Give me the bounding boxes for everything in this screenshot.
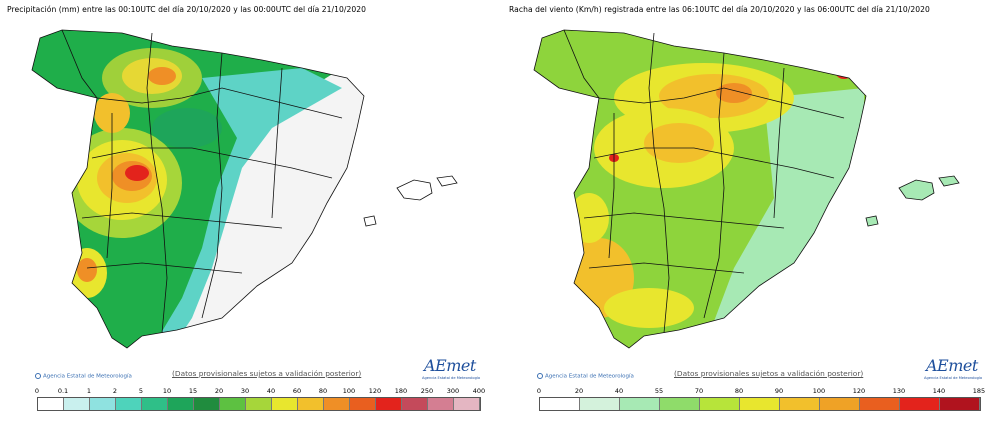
legend-tick-label: 5 <box>138 387 144 395</box>
legend-color-swatch <box>168 398 194 410</box>
legend-tick-label: 300 <box>446 387 460 395</box>
legend-color-swatch <box>298 398 324 410</box>
legend-color-swatch <box>220 398 246 410</box>
legend-tick-label: 15 <box>188 387 198 395</box>
legend-color-swatch <box>38 398 64 410</box>
legend-tick-label: 0 <box>34 387 40 395</box>
legend-color-swatch <box>540 398 580 410</box>
legend-tick-label: 0 <box>536 387 542 395</box>
legend-tick-label: 120 <box>852 387 866 395</box>
legend-color-swatch <box>428 398 454 410</box>
legend-color-swatch <box>940 398 980 410</box>
legend-color-swatch <box>454 398 480 410</box>
legend-tick-label: 40 <box>266 387 276 395</box>
legend-color-swatch <box>580 398 620 410</box>
legend-tick-label: 0.1 <box>57 387 69 395</box>
legend-color-swatch <box>376 398 402 410</box>
legend-tick-label: 400 <box>472 387 486 395</box>
provisional-data-note: (Datos provisionales sujetos a validació… <box>674 369 864 378</box>
legend-color-swatch <box>90 398 116 410</box>
legend-tick-label: 20 <box>574 387 584 395</box>
legend-tick-label: 100 <box>812 387 826 395</box>
legend-color-swatch <box>860 398 900 410</box>
legend-tick-label: 120 <box>368 387 382 395</box>
legend-tick-label: 185 <box>972 387 986 395</box>
legend-tick-label: 30 <box>240 387 250 395</box>
legend-color-swatch <box>660 398 700 410</box>
legend-tick-label: 130 <box>892 387 906 395</box>
legend-tick-label: 70 <box>694 387 704 395</box>
legend-tick-label: 100 <box>342 387 356 395</box>
legend-tick-label: 2 <box>112 387 118 395</box>
legend-color-swatch <box>740 398 780 410</box>
legend-tick-label: 60 <box>292 387 302 395</box>
aemet-logo: AEmet Agencia Estatal de Meteorología <box>422 356 481 380</box>
legend-tick-label: 80 <box>318 387 328 395</box>
agency-emblem-icon <box>537 373 543 379</box>
legend-tick-label: 180 <box>394 387 408 395</box>
legend-color-swatch <box>820 398 860 410</box>
wind-gust-panel: Racha del viento (Km/h) registrada entre… <box>504 0 994 424</box>
legend-tick-label: 1 <box>86 387 92 395</box>
legend-tick-label: 140 <box>932 387 946 395</box>
wind-gust-map <box>533 29 960 349</box>
legend-tick-label: 55 <box>654 387 664 395</box>
legend-color-swatch <box>780 398 820 410</box>
legend-tick-label: 80 <box>734 387 744 395</box>
legend-color-swatch <box>402 398 428 410</box>
legend-tick-label: 20 <box>214 387 224 395</box>
legend-color-swatch <box>324 398 350 410</box>
legend-tick-label: 90 <box>774 387 784 395</box>
legend-color-swatch <box>246 398 272 410</box>
agency-name: Agencia Estatal de Meteorología <box>43 373 132 380</box>
legend-color-swatch <box>900 398 940 410</box>
agency-name: Agencia Estatal de Meteorología <box>545 373 634 380</box>
aemet-logo: AEmet Agencia Estatal de Meteorología <box>924 356 983 380</box>
legend-color-swatch <box>194 398 220 410</box>
legend-color-swatch <box>142 398 168 410</box>
legend-tick-label: 40 <box>614 387 624 395</box>
precipitation-map <box>31 29 458 349</box>
legend-tick-label: 10 <box>162 387 172 395</box>
legend-color-swatch <box>272 398 298 410</box>
precipitation-panel: Precipitación (mm) entre las 00:10UTC de… <box>2 0 492 424</box>
legend-color-swatch <box>620 398 660 410</box>
legend-color-swatch <box>116 398 142 410</box>
legend-color-swatch <box>64 398 90 410</box>
legend-color-swatch <box>700 398 740 410</box>
legend-color-swatch <box>350 398 376 410</box>
provisional-data-note: (Datos provisionales sujetos a validació… <box>172 369 362 378</box>
legend-tick-label: 250 <box>420 387 434 395</box>
agency-emblem-icon <box>35 373 41 379</box>
precipitation-map-title: Precipitación (mm) entre las 00:10UTC de… <box>7 5 367 14</box>
wind-gust-map-title: Racha del viento (Km/h) registrada entre… <box>509 5 930 14</box>
